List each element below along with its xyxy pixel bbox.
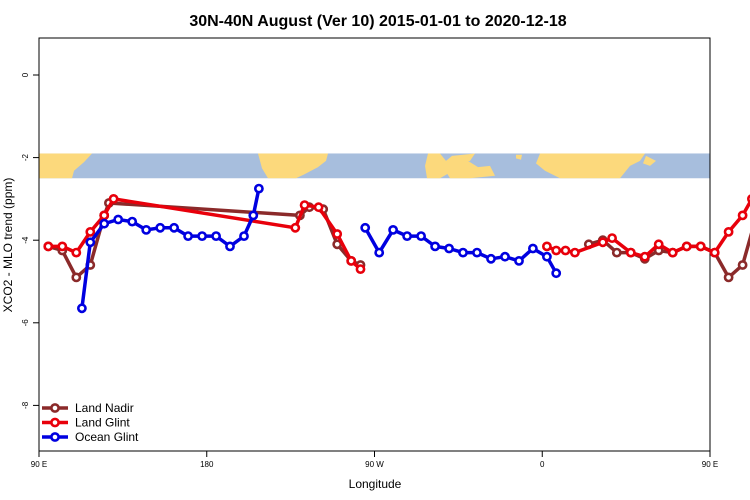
y-axis-label: XCO2 - MLO trend (ppm) [1, 178, 15, 313]
data-point-land-glint [597, 237, 608, 248]
data-point-land-glint [313, 202, 324, 213]
legend-swatch-marker [50, 417, 60, 428]
y-tick-label: 0 [21, 72, 30, 77]
data-point-ocean-glint [472, 247, 482, 258]
data-point-ocean-glint [183, 231, 193, 241]
series-line-land-glint [546, 198, 750, 259]
data-point-ocean-glint [253, 183, 264, 194]
x-tick-label: 90 W [365, 460, 384, 469]
data-point-ocean-glint [239, 231, 249, 241]
data-point-ocean-glint [127, 216, 138, 227]
legend-swatch-marker [50, 432, 60, 442]
data-point-land-glint [709, 247, 720, 258]
data-point-land-glint [108, 193, 119, 204]
data-point-land-glint [639, 251, 650, 262]
data-point-land-glint [723, 226, 734, 237]
map-land-6 [643, 155, 656, 166]
data-point-land-nadir [611, 247, 622, 258]
map-land-1 [258, 153, 328, 179]
data-point-land-glint [695, 241, 706, 252]
x-axis: 90 E 180 90 W 0 90 E [31, 451, 718, 469]
data-point-ocean-glint [155, 222, 166, 233]
legend-swatch-marker [50, 403, 60, 413]
series-ocean-glint [77, 183, 562, 314]
data-point-ocean-glint [486, 253, 496, 264]
y-tick-label: -2 [21, 153, 30, 161]
data-point-land-glint [332, 229, 343, 239]
x-tick-label: 90 E [702, 460, 718, 469]
series-layer [43, 183, 750, 314]
data-point-ocean-glint [458, 247, 468, 258]
legend-label: Ocean Glint [75, 430, 139, 444]
data-point-ocean-glint [211, 231, 221, 241]
data-point-land-glint [57, 241, 68, 252]
map-land-4 [516, 154, 522, 160]
data-point-ocean-glint [500, 251, 510, 262]
x-axis-label: Longitude [349, 477, 402, 491]
data-point-ocean-glint [197, 231, 207, 241]
data-point-land-nadir [737, 260, 748, 270]
data-point-ocean-glint [248, 210, 259, 221]
data-point-land-nadir [71, 272, 82, 283]
data-point-land-glint [71, 247, 82, 258]
data-point-ocean-glint [430, 241, 440, 252]
data-point-land-glint [653, 239, 664, 250]
x-tick-label: 90 E [31, 460, 47, 469]
map-band [39, 153, 710, 179]
data-point-ocean-glint [374, 247, 385, 258]
x-tick-label: 0 [540, 460, 545, 469]
map-land-5 [536, 153, 645, 179]
data-point-land-glint [667, 247, 678, 258]
legend-item-ocean-glint: Ocean Glint [42, 430, 139, 444]
data-point-land-glint [542, 241, 552, 252]
data-point-ocean-glint [99, 218, 110, 229]
legend-label: Land Glint [75, 416, 130, 430]
data-point-ocean-glint [113, 214, 124, 225]
y-tick-label: -4 [21, 236, 30, 244]
data-point-land-glint [43, 241, 54, 252]
data-point-land-glint [99, 210, 110, 221]
data-point-land-glint [299, 200, 310, 210]
legend-item-land-glint: Land Glint [42, 416, 130, 430]
data-point-ocean-glint [169, 222, 179, 233]
data-point-ocean-glint [542, 251, 552, 262]
map-land-3 [440, 159, 495, 179]
data-point-land-glint [625, 247, 636, 258]
y-tick-label: -6 [21, 319, 30, 327]
y-tick-label: -8 [21, 401, 30, 409]
data-point-ocean-glint [402, 231, 412, 241]
data-point-ocean-glint [141, 224, 152, 235]
chart-title: 30N-40N August (Ver 10) 2015-01-01 to 20… [189, 13, 566, 30]
data-point-ocean-glint [528, 243, 538, 254]
data-point-ocean-glint [388, 224, 398, 235]
data-point-land-glint [355, 264, 366, 274]
x-tick-label: 180 [200, 460, 214, 469]
data-point-ocean-glint [514, 255, 524, 266]
data-point-land-glint [346, 255, 357, 266]
data-point-land-glint [737, 210, 748, 221]
data-point-ocean-glint [85, 237, 96, 248]
legend-item-land-nadir: Land Nadir [42, 401, 134, 415]
data-point-ocean-glint [444, 243, 454, 254]
data-point-land-glint [607, 233, 617, 243]
data-point-land-nadir [723, 272, 734, 283]
data-point-ocean-glint [416, 231, 426, 241]
data-point-ocean-glint [225, 241, 235, 252]
data-point-land-glint [551, 245, 562, 256]
series-land-nadir [43, 198, 750, 283]
data-point-land-glint [681, 241, 692, 252]
data-point-land-glint [290, 222, 301, 233]
data-point-land-glint [85, 226, 96, 237]
y-axis: 0 -2 -4 -6 -8 [21, 72, 39, 409]
legend-label: Land Nadir [75, 401, 134, 415]
data-point-ocean-glint [360, 222, 371, 233]
data-point-land-glint [570, 247, 580, 258]
data-point-ocean-glint [551, 268, 562, 279]
data-point-land-glint [560, 245, 571, 256]
map-land-0 [39, 153, 92, 179]
data-point-ocean-glint [77, 303, 87, 314]
